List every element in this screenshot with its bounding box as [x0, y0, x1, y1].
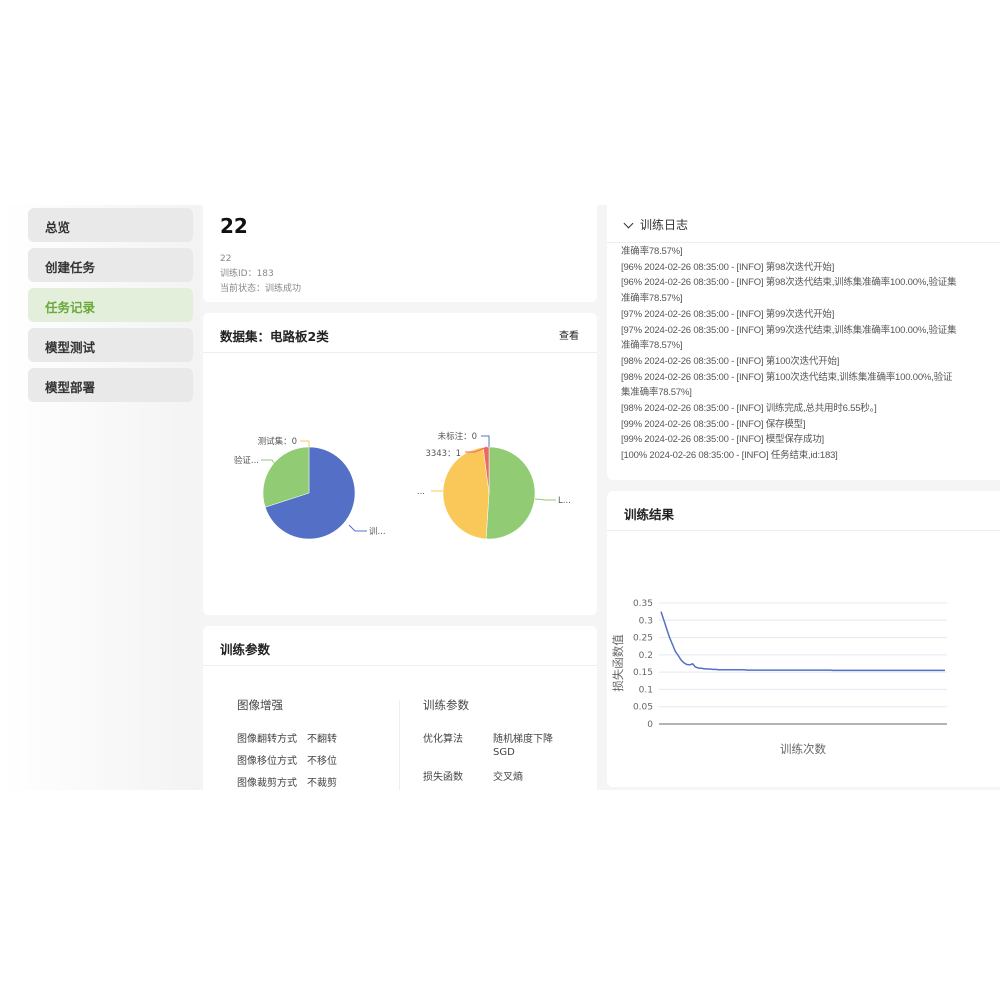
- pie-label-line: [348, 524, 367, 532]
- pie-label: ...: [417, 487, 425, 497]
- pie-slice[interactable]: [262, 446, 310, 508]
- task-name: 22: [220, 254, 232, 264]
- y-axis-title: 损失函数值: [611, 634, 625, 692]
- dataset-card: 数据集：电路板2类 查看 训... 验证... 测试集：0 L...... 3343：1…: [203, 313, 597, 615]
- pie-slice[interactable]: [485, 446, 536, 540]
- log-content[interactable]: 准确率78.57%] [96% 2024-02-26 08:35:00 - [IN…: [607, 244, 1000, 472]
- sidebar-item-model-test[interactable]: 模型测试: [28, 328, 193, 362]
- view-dataset-link[interactable]: 查看: [559, 331, 579, 342]
- main-area: 总览 创建任务 任务记录 模型测试 模型部署 22 22 训练ID：183 当前…: [0, 205, 1000, 790]
- pie-label-line: [261, 459, 277, 467]
- param-value: 不翻转: [307, 734, 337, 745]
- log-line: [97% 2024-02-26 08:35:00 - [INFO] 第99次迭代…: [621, 308, 835, 320]
- y-tick-label: 0.2: [639, 651, 653, 661]
- log-line: [96% 2024-02-26 08:35:00 - [INFO] 第98次迭代…: [621, 261, 835, 273]
- train-params-title: 训练参数: [423, 698, 469, 712]
- log-line: [99% 2024-02-26 08:35:00 - [INFO] 模型保存成功…: [621, 434, 824, 446]
- log-line: [98% 2024-02-26 08:35:00 - [INFO] 第100次迭…: [621, 371, 953, 383]
- log-line: 准确率78.57%]: [621, 246, 683, 257]
- pie-label: L...: [558, 496, 571, 506]
- pie-label: 训...: [369, 527, 386, 537]
- y-tick-label: 0.3: [639, 616, 653, 626]
- param-key: 图像移位方式: [237, 756, 297, 767]
- log-toggle[interactable]: 训练日志: [607, 205, 1000, 243]
- sidebar-item-task-records[interactable]: 任务记录: [28, 288, 193, 322]
- y-tick-label: 0.25: [633, 634, 653, 644]
- pie-label-line: [534, 498, 556, 501]
- result-card: 训练结果 0 0.05 0.1 0.15 0.2 0.25 0.3 0.35 训练次数 损失函数值: [607, 491, 1000, 787]
- y-tick-label: 0.05: [633, 703, 653, 713]
- pie-slice[interactable]: [442, 447, 490, 540]
- param-key: 损失函数: [423, 772, 463, 783]
- aug-title: 图像增强: [237, 698, 283, 712]
- train-id: 训练ID：183: [220, 269, 274, 279]
- divider: [399, 700, 400, 790]
- sidebar-item-create-task[interactable]: 创建任务: [28, 248, 193, 282]
- y-tick-label: 0.35: [633, 599, 653, 609]
- param-key: 图像裁剪方式: [237, 778, 297, 789]
- param-value: SGD: [493, 747, 515, 758]
- log-line: 集准确率78.57%]: [621, 387, 692, 399]
- pie-label-line: [300, 440, 310, 447]
- pie-label-line: [481, 435, 490, 447]
- sidebar: 总览 创建任务 任务记录 模型测试 模型部署: [0, 205, 200, 790]
- y-tick-label: 0: [647, 720, 653, 730]
- param-value: 交叉熵: [493, 772, 523, 783]
- y-tick-label: 0.15: [633, 668, 653, 678]
- log-line: [97% 2024-02-26 08:35:00 - [INFO] 第99次迭代…: [621, 324, 957, 336]
- task-status: 当前状态：训练成功: [220, 284, 302, 294]
- task-title: 22: [220, 214, 248, 238]
- result-header: 训练结果: [607, 491, 1000, 531]
- log-title: 训练日志: [640, 218, 689, 232]
- pie-label: 未标注：0: [438, 431, 477, 442]
- params-header: 训练参数: [203, 626, 597, 666]
- log-line: [98% 2024-02-26 08:35:00 - [INFO] 训练完成,总…: [621, 403, 877, 415]
- params-card: 训练参数 图像增强 图像翻转方式 不翻转 图像移位方式 不移位 图像裁剪方式 不…: [203, 626, 597, 790]
- param-value: 不移位: [307, 756, 337, 767]
- loss-line-chart: 0 0.05 0.1 0.15 0.2 0.25 0.3 0.35 训练次数 损失函数值: [611, 599, 947, 756]
- chevron-down-icon: [623, 218, 634, 229]
- loss-series-line: [660, 611, 945, 672]
- param-key: 优化算法: [423, 734, 463, 745]
- dataset-pie-charts: 训... 验证... 测试集：0 L...... 3343：1 未标注：0: [234, 431, 571, 540]
- task-info-card: 22 22 训练ID：183 当前状态：训练成功: [203, 205, 597, 302]
- param-key: 图像翻转方式: [237, 734, 297, 745]
- pie-label-line: [465, 446, 488, 453]
- log-line: 准确率78.57%]: [621, 293, 683, 305]
- log-line: [96% 2024-02-26 08:35:00 - [INFO] 第98次迭代…: [621, 277, 957, 289]
- param-value: 随机梯度下降: [493, 734, 553, 745]
- y-tick-label: 0.1: [639, 685, 653, 695]
- dataset-header: 数据集：电路板2类 查看: [203, 313, 597, 353]
- log-card: 训练日志 准确率78.57%] [96% 2024-02-26 08:35:00 …: [607, 205, 1000, 480]
- log-line: [99% 2024-02-26 08:35:00 - [INFO] 保存模型]: [621, 418, 806, 430]
- pie-label: 验证...: [234, 455, 259, 466]
- log-line: [98% 2024-02-26 08:35:00 - [INFO] 第100次迭…: [621, 355, 840, 367]
- log-line: [100% 2024-02-26 08:35:00 - [INFO] 任务结束,…: [621, 450, 838, 462]
- x-axis-title: 训练次数: [780, 742, 826, 756]
- sidebar-item-model-deploy[interactable]: 模型部署: [28, 368, 193, 402]
- pie-slice[interactable]: [264, 446, 356, 540]
- pie-label: 3343：1: [425, 449, 461, 459]
- dataset-title: 数据集：电路板2类: [220, 329, 329, 344]
- param-value: 不裁剪: [307, 778, 337, 789]
- pie-label: 测试集：0: [258, 436, 297, 447]
- log-line: 准确率78.57%]: [621, 340, 683, 352]
- sidebar-item-overview[interactable]: 总览: [28, 208, 193, 242]
